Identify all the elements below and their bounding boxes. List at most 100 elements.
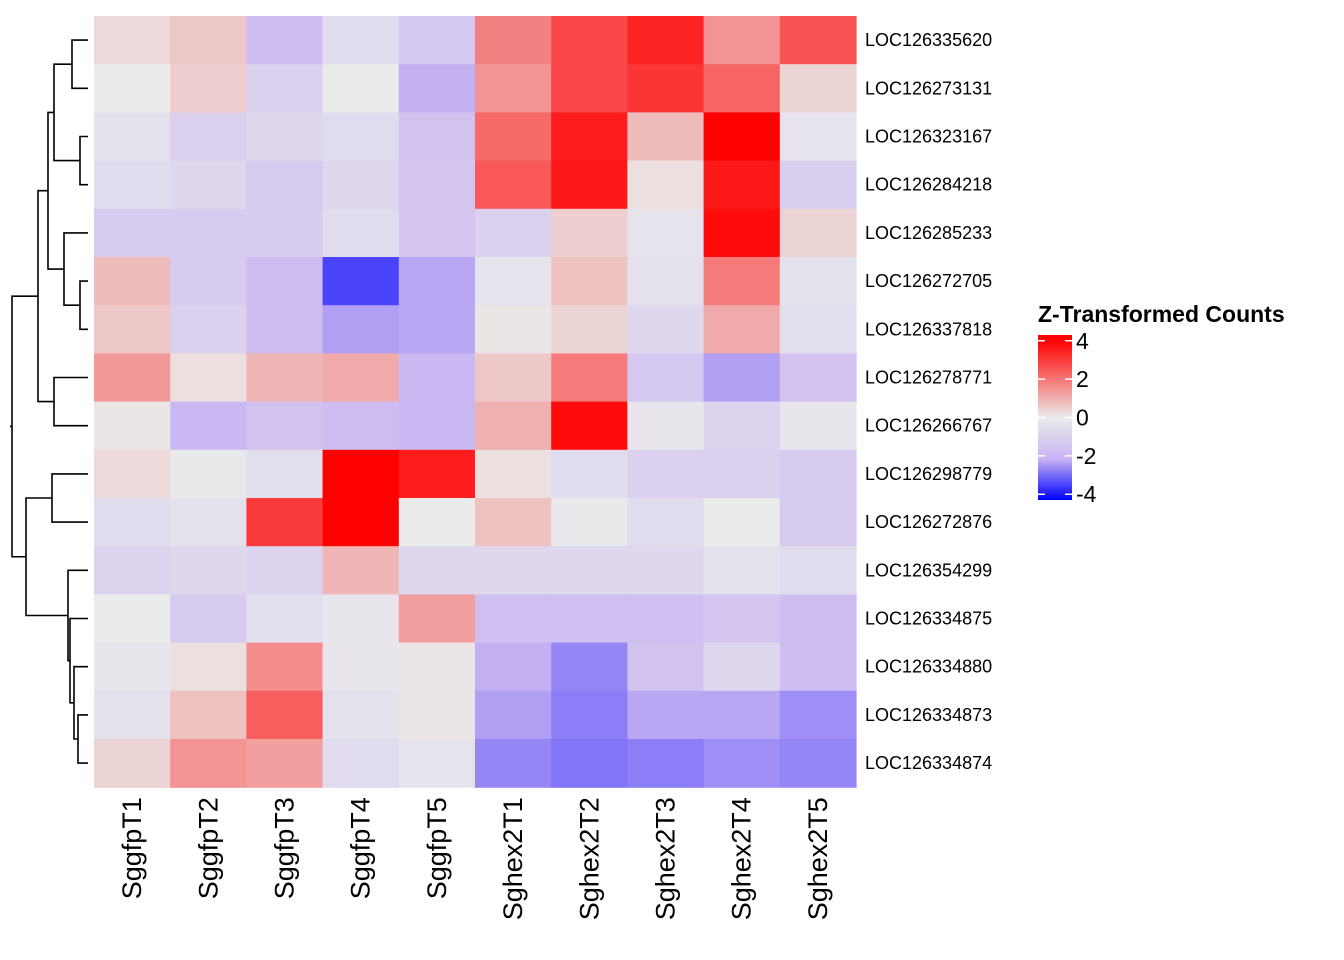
heatmap-cell bbox=[322, 449, 400, 499]
heatmap-cell bbox=[703, 739, 781, 788]
row-label: LOC126323167 bbox=[865, 127, 992, 147]
heatmap-cell bbox=[475, 208, 552, 258]
heatmap-cell bbox=[94, 257, 171, 306]
heatmap-cell bbox=[703, 16, 781, 65]
heatmap-cell bbox=[475, 160, 552, 210]
row-label: LOC126335620 bbox=[865, 30, 992, 50]
heatmap-cell bbox=[246, 642, 324, 692]
heatmap-cell bbox=[779, 112, 857, 162]
heatmap-cells bbox=[94, 16, 857, 788]
heatmap-cell bbox=[246, 16, 324, 65]
heatmap-cell bbox=[779, 64, 857, 113]
heatmap-cell bbox=[627, 208, 705, 258]
heatmap-cell bbox=[627, 739, 705, 788]
heatmap-cell bbox=[779, 305, 857, 354]
heatmap-cell bbox=[246, 208, 324, 258]
heatmap-cell bbox=[703, 401, 781, 451]
heatmap-cell bbox=[246, 160, 324, 210]
heatmap-cell bbox=[703, 546, 781, 595]
heatmap-cell bbox=[627, 16, 705, 65]
heatmap-cell bbox=[551, 353, 628, 403]
row-label: LOC126337818 bbox=[865, 319, 992, 339]
heatmap-cell bbox=[475, 257, 552, 306]
heatmap-cell bbox=[322, 594, 400, 644]
row-label: LOC126334875 bbox=[865, 609, 992, 629]
heatmap-cell bbox=[551, 64, 628, 113]
heatmap-cell bbox=[627, 546, 705, 595]
row-label: LOC126334874 bbox=[865, 753, 992, 773]
heatmap-cell bbox=[551, 401, 628, 451]
heatmap-cell bbox=[322, 353, 400, 403]
row-label: LOC126334880 bbox=[865, 657, 992, 677]
heatmap-cell bbox=[475, 401, 552, 451]
heatmap-cell bbox=[170, 160, 247, 210]
heatmap-cell bbox=[703, 449, 781, 499]
heatmap-cell bbox=[246, 64, 324, 113]
heatmap-cell bbox=[246, 353, 324, 403]
dendrogram-branch bbox=[79, 280, 88, 331]
heatmap-cell bbox=[94, 160, 171, 210]
heatmap-cell bbox=[170, 208, 247, 258]
heatmap-cell bbox=[170, 353, 247, 403]
heatmap-cell bbox=[627, 64, 705, 113]
heatmap-cell bbox=[94, 353, 171, 403]
row-label: LOC126273131 bbox=[865, 78, 992, 98]
column-label: SggfpT5 bbox=[422, 797, 452, 899]
heatmap-cell bbox=[703, 498, 781, 547]
heatmap-cell bbox=[94, 64, 171, 113]
heatmap-cell bbox=[475, 353, 552, 403]
legend-tick-label: 0 bbox=[1076, 405, 1089, 431]
heatmap-cell bbox=[627, 498, 705, 547]
heatmap-cell bbox=[703, 160, 781, 210]
row-label: LOC126354299 bbox=[865, 560, 992, 580]
dendrogram-branch bbox=[71, 39, 88, 90]
heatmap-cell bbox=[398, 449, 476, 499]
heatmap-cell bbox=[475, 64, 552, 113]
heatmap-cell bbox=[703, 353, 781, 403]
heatmap-cell bbox=[246, 257, 324, 306]
heatmap-cell bbox=[627, 690, 705, 740]
heatmap-cell bbox=[551, 642, 628, 692]
legend-tick-label: 2 bbox=[1076, 366, 1089, 392]
dendrogram-branch bbox=[77, 714, 88, 764]
legend-tick-label: 4 bbox=[1076, 328, 1089, 354]
heatmap-cell bbox=[170, 739, 247, 788]
column-label: Sghex2T3 bbox=[651, 797, 681, 920]
heatmap-cell bbox=[703, 112, 781, 162]
heatmap-cell bbox=[398, 594, 476, 644]
heatmap-cell bbox=[398, 64, 476, 113]
heatmap-cell bbox=[398, 642, 476, 692]
heatmap-cell bbox=[398, 739, 476, 788]
heatmap-cell bbox=[703, 690, 781, 740]
heatmap-cell bbox=[170, 449, 247, 499]
heatmap-cell bbox=[779, 690, 857, 740]
heatmap-cell bbox=[703, 305, 781, 354]
heatmap-cell bbox=[627, 449, 705, 499]
heatmap-cell bbox=[398, 690, 476, 740]
heatmap-cell bbox=[779, 739, 857, 788]
dendrogram-branch bbox=[25, 497, 68, 617]
heatmap-cell bbox=[170, 498, 247, 547]
heatmap-cell bbox=[398, 401, 476, 451]
dendrogram-branch bbox=[53, 376, 88, 427]
row-label: LOC126266767 bbox=[865, 416, 992, 436]
row-label: LOC126334873 bbox=[865, 705, 992, 725]
legend-tick-label: -4 bbox=[1076, 481, 1097, 507]
heatmap-cell bbox=[322, 642, 400, 692]
heatmap-cell bbox=[475, 594, 552, 644]
heatmap-cell bbox=[170, 112, 247, 162]
heatmap-cell bbox=[551, 160, 628, 210]
heatmap-cell bbox=[246, 739, 324, 788]
heatmap-cell bbox=[475, 739, 552, 788]
heatmap-cell bbox=[627, 642, 705, 692]
heatmap-cell bbox=[551, 305, 628, 354]
heatmap-cell bbox=[703, 64, 781, 113]
heatmap-cell bbox=[779, 449, 857, 499]
heatmap-cell bbox=[246, 594, 324, 644]
heatmap-cell bbox=[475, 690, 552, 740]
row-label: LOC126278771 bbox=[865, 368, 992, 388]
heatmap-cell bbox=[94, 642, 171, 692]
dendrogram-branch bbox=[63, 232, 88, 306]
dendrogram-branch bbox=[67, 569, 88, 662]
heatmap-cell bbox=[779, 160, 857, 210]
